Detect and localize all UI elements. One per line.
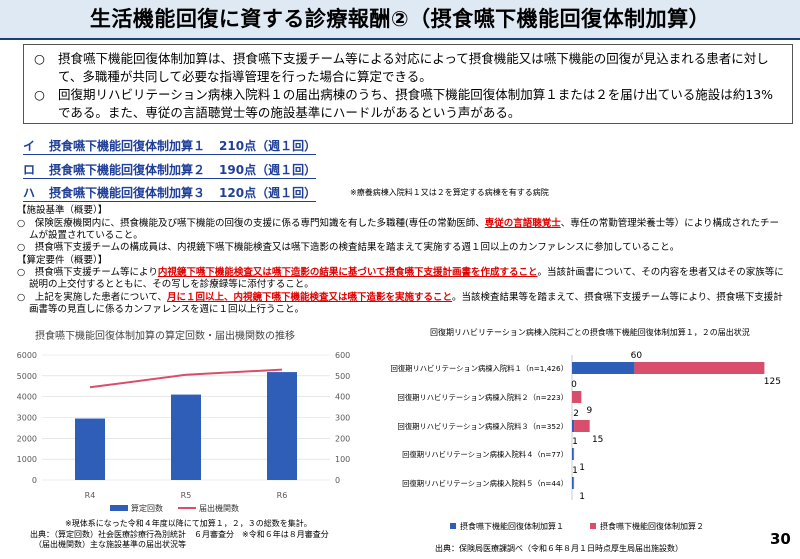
bar xyxy=(267,372,297,480)
y-tick-label-right: 100 xyxy=(335,455,350,464)
category-label: 回復期リハビリテーション病棟入院料４（n=77） xyxy=(402,450,568,459)
y-tick-label-right: 500 xyxy=(335,372,350,381)
data-label: 1 xyxy=(572,466,578,476)
chart2-title: 回復期リハビリテーション病棟入院料ごとの摂食嚥下機能回復体制加算１，２の届出状況 xyxy=(430,328,750,337)
chart1-note: ※現体系になった令和４年度以降にて加算１，２，３の総数を集計。 xyxy=(65,519,312,528)
data-label: 1 xyxy=(579,492,585,502)
category-label: 回復期リハビリテーション病棟入院料５（n=44） xyxy=(402,479,568,488)
legend-swatch xyxy=(590,523,596,529)
legend-label: 摂食嚥下機能回復体制加算１ xyxy=(460,521,564,531)
bar-segment xyxy=(573,477,575,489)
summary-bullet: ○ 摂食嚥下機能回復体制加算は、摂食嚥下支援チーム等による対応によって摂食機能又… xyxy=(34,50,784,86)
bar xyxy=(171,394,201,480)
chart1-title: 摂食嚥下機能回復体制加算の算定回数・届出機関数の推移 xyxy=(35,331,295,342)
summary-text: 摂食嚥下機能回復体制加算は、摂食嚥下支援チーム等による対応によって摂食機能又は嚥… xyxy=(58,51,769,84)
x-tick-label: R4 xyxy=(85,491,96,500)
addition-line-1: イ摂食嚥下機能回復体制加算１ 210点（週１回） xyxy=(23,137,317,155)
y-tick-label-right: 400 xyxy=(335,393,350,402)
addition-points: 120点（週１回） xyxy=(219,186,317,200)
legend-swatch xyxy=(450,523,456,529)
bar-segment xyxy=(572,477,574,489)
category-label: 回復期リハビリテーション病棟入院料１（n=1,426） xyxy=(391,364,568,373)
data-label: 60 xyxy=(631,351,643,361)
highlight-text: 内視鏡下嚥下機能検査又は嚥下造影の結果に基づいて摂食嚥下支援計画書を作成すること xyxy=(157,267,538,278)
bar-segment xyxy=(634,362,765,374)
category-label: 回復期リハビリテーション病棟入院料３（n=352） xyxy=(398,422,568,431)
y-tick-label-right: 0 xyxy=(335,476,340,485)
y-tick-label-left: 1000 xyxy=(17,455,37,464)
bar-segment xyxy=(572,362,635,374)
chart1-source: 出典：（算定回数）社会医療診療行為別統計 ６月審査分 ※令和６年は８月審査分 （… xyxy=(30,530,329,549)
y-tick-label-right: 200 xyxy=(335,434,350,443)
data-label: 2 xyxy=(573,409,579,419)
data-label: 15 xyxy=(592,435,603,445)
data-label: 1 xyxy=(572,437,578,447)
y-tick-label-left: 0 xyxy=(32,476,37,485)
title-bar: 生活機能回復に資する診療報酬②（摂食嚥下機能回復体制加算） xyxy=(0,0,800,40)
status-chart: 回復期リハビリテーション病棟入院料１（n=1,426） 60 125 回復期リハビリテ… xyxy=(391,351,781,531)
legend-label: 届出機関数 xyxy=(199,503,239,513)
addition-name: 摂食嚥下機能回復体制加算３ xyxy=(49,186,206,200)
data-label: 1 xyxy=(579,463,585,473)
category-label: 回復期リハビリテーション病棟入院料２（n=223） xyxy=(398,393,568,402)
x-tick-label: R5 xyxy=(181,491,192,500)
calc-heading: 【算定要件（概要）】 xyxy=(17,255,108,266)
calc-req-2: ○ 上記を実施した患者について、月に１回以上、内視鏡下嚥下機能検査又は嚥下造影を… xyxy=(17,292,783,315)
calc-req-1: ○ 摂食嚥下支援チーム等により内視鏡下嚥下機能検査又は嚥下造影の結果に基づいて摂… xyxy=(17,267,784,290)
highlight-text: 月に１回以上、内視鏡下嚥下機能検査又は嚥下造影を実施すること xyxy=(167,292,453,303)
data-label: 9 xyxy=(586,406,592,416)
page-title: 生活機能回復に資する診療報酬②（摂食嚥下機能回復体制加算） xyxy=(89,7,711,31)
addition-points: 210点（週１回） xyxy=(219,139,317,153)
facility-req-2: ○ 摂食嚥下支援チームの構成員は、内視鏡下嚥下機能検査又は嚥下造影の検査結果を踏… xyxy=(17,242,680,253)
addition-name: 摂食嚥下機能回復体制加算１ xyxy=(49,139,206,153)
summary-box: ○ 摂食嚥下機能回復体制加算は、摂食嚥下支援チーム等による対応によって摂食機能又… xyxy=(23,44,793,124)
facility-heading: 【施設基準（概要）】 xyxy=(17,205,108,216)
bar-segment xyxy=(573,448,575,460)
data-label: 0 xyxy=(571,380,577,390)
y-tick-label-right: 300 xyxy=(335,414,350,423)
addition-note: ※療養病棟入院料１又は２を算定する病棟を有する病院 xyxy=(350,188,549,197)
bar-segment xyxy=(572,448,574,460)
y-tick-label-left: 4000 xyxy=(17,393,37,402)
addition-kana: ロ xyxy=(23,163,36,177)
chart2-source: 出典：保険局医療課調べ（令和６年８月１日時点厚生局届出施設数） xyxy=(435,544,683,553)
addition-line-3: ハ摂食嚥下機能回復体制加算３ 120点（週１回） xyxy=(23,184,317,202)
trend-chart: 0 0 1000 100 2000 200 3000 300 4000 400 5000 500 600… xyxy=(17,351,351,513)
data-label: 125 xyxy=(764,377,781,387)
addition-kana: イ xyxy=(23,139,36,153)
bullet-mark: ○ xyxy=(34,51,45,66)
y-tick-label-left: 3000 xyxy=(17,414,37,423)
bullet-mark: ○ xyxy=(34,87,45,102)
legend-label: 算定回数 xyxy=(131,503,163,513)
legend-swatch xyxy=(110,505,128,511)
addition-line-2: ロ摂食嚥下機能回復体制加算２ 190点（週１回） xyxy=(23,161,317,179)
legend-label: 摂食嚥下機能回復体制加算２ xyxy=(600,521,704,531)
bar-segment xyxy=(572,391,582,403)
series-line xyxy=(89,368,283,389)
bar-segment xyxy=(572,420,575,432)
bar-segment xyxy=(574,420,590,432)
addition-name: 摂食嚥下機能回復体制加算２ xyxy=(49,163,206,177)
page-number: 30 xyxy=(770,530,791,548)
summary-text: 回復期リハビリテーション病棟入院料１の届出病棟のうち、摂食嚥下機能回復体制加算１… xyxy=(58,87,774,120)
y-tick-label-right: 600 xyxy=(335,351,350,360)
y-tick-label-left: 5000 xyxy=(17,372,37,381)
y-tick-label-left: 2000 xyxy=(17,434,37,443)
x-tick-label: R6 xyxy=(277,491,288,500)
highlight-text: 専従の言語聴覚士 xyxy=(484,218,561,229)
bar xyxy=(75,418,105,480)
addition-kana: ハ xyxy=(23,186,36,200)
summary-bullet: ○ 回復期リハビリテーション病棟入院料１の届出病棟のうち、摂食嚥下機能回復体制加… xyxy=(34,86,784,122)
addition-points: 190点（週１回） xyxy=(219,163,317,177)
facility-req-1: ○ 保険医療機関内に、摂食機能及び嚥下機能の回復の支援に係る専門知識を有した多職… xyxy=(17,218,780,241)
y-tick-label-left: 6000 xyxy=(17,351,37,360)
